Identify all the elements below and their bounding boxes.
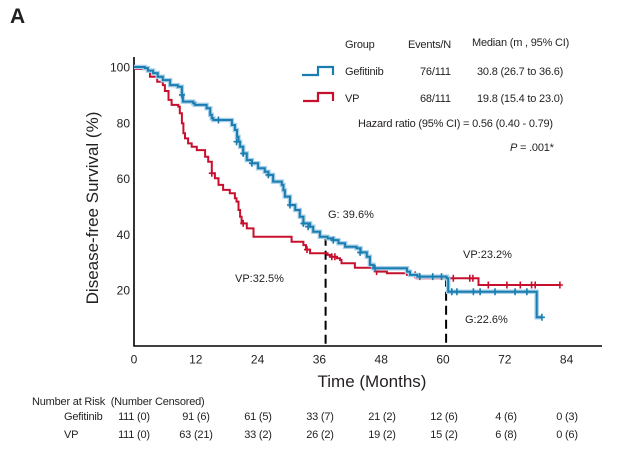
legend-header-events: Events/N	[408, 39, 452, 51]
panel-label: A	[10, 5, 26, 28]
risk-row-label-gefitinib: Gefitinib	[64, 411, 103, 423]
gefitinib-censor-mark	[416, 273, 423, 281]
p-value-number: = .001*	[517, 142, 554, 154]
x-tick-label: 12	[189, 353, 203, 367]
gefitinib-censor-mark	[305, 223, 312, 231]
vp-censor-mark	[208, 169, 215, 177]
gefitinib-censor-mark	[300, 219, 307, 227]
risk-cell: 21 (2)	[368, 411, 396, 423]
gefitinib-censor-mark	[429, 273, 436, 281]
gefitinib-censor-mark	[372, 264, 378, 272]
y-tick-label: 80	[117, 116, 131, 130]
gefitinib-censor-mark	[438, 273, 445, 281]
y-tick-label: 40	[117, 228, 131, 242]
vp-censor-mark	[331, 253, 338, 261]
gefitinib-censor-mark	[248, 159, 255, 167]
x-tick-label: 0	[131, 353, 138, 367]
risk-cell: 19 (2)	[368, 429, 396, 441]
x-tick-label: 84	[560, 353, 574, 367]
gefitinib-censor-mark	[512, 288, 519, 296]
y-tick-label: 60	[117, 172, 131, 186]
gefitinib-censor-mark	[357, 248, 364, 256]
vp-censor-mark	[556, 281, 563, 289]
x-tick-label: 48	[375, 353, 389, 367]
gefitinib-legend-line	[302, 65, 335, 77]
legend-vp-events: 68/111	[420, 93, 451, 105]
y-tick-label: 100	[110, 61, 130, 75]
annotation-gefitinib-36m: G: 39.6%	[328, 209, 374, 221]
tick-labels: 20 40 60 80 100 0 12 24 36 48 60 72 84	[110, 61, 574, 367]
risk-cell: 63 (21)	[179, 429, 213, 441]
vp-censor-mark	[532, 281, 539, 289]
y-tick-label: 20	[117, 284, 131, 298]
hazard-ratio: Hazard ratio (95% CI) = 0.56 (0.40 - 0.7…	[358, 118, 553, 130]
vp-censor-mark	[450, 274, 457, 282]
vp-censor-mark	[485, 281, 492, 289]
gefitinib-censor-mark	[448, 288, 455, 296]
p-value: P = .001*	[510, 142, 554, 155]
legend-vp-label: VP	[345, 93, 360, 105]
risk-cell: 33 (2)	[244, 429, 272, 441]
gefitinib-censor-mark	[538, 313, 545, 321]
gefitinib-censor-mark	[240, 149, 247, 157]
gefitinib-censor-mark	[470, 288, 477, 296]
risk-cell: 15 (2)	[430, 429, 458, 441]
legend-gefitinib-label: Gefitinib	[345, 66, 384, 78]
risk-cell: 4 (6)	[495, 411, 517, 423]
legend-vp-median: 19.8 (15.4 to 23.0)	[477, 93, 564, 105]
vp-censor-mark	[503, 281, 510, 289]
vp-censor-mark	[240, 219, 247, 227]
x-tick-label: 36	[313, 353, 327, 367]
y-axis-title: Disease-free Survival (%)	[83, 112, 102, 305]
risk-cell: 61 (5)	[244, 411, 272, 423]
x-tick-label: 24	[251, 353, 265, 367]
annotation-vp-36m: VP:32.5%	[235, 273, 284, 285]
vp-censor-mark	[517, 281, 524, 289]
gefitinib-censor-mark	[215, 116, 222, 124]
legend-header-group: Group	[345, 39, 375, 51]
vp-censor-mark	[469, 274, 476, 282]
vp-censor-mark	[304, 246, 310, 254]
risk-cell: 0 (3)	[556, 411, 578, 423]
risk-cell: 12 (6)	[430, 411, 458, 423]
risk-row-label-vp: VP	[64, 429, 79, 441]
risk-cell: 33 (7)	[306, 411, 334, 423]
risk-cell: 0 (6)	[556, 429, 578, 441]
legend-gefitinib-median: 30.8 (26.7 to 36.6)	[477, 66, 564, 78]
gefitinib-censor-mark	[492, 288, 498, 296]
gefitinib-censor-mark	[477, 288, 484, 296]
risk-table-title: Number at Risk (Number Censored)	[32, 396, 205, 408]
plot-marks	[134, 64, 563, 346]
annotation-vp-60m: VP:23.2%	[463, 249, 512, 261]
vp-legend-line-icon	[303, 91, 335, 103]
plot-axes	[133, 57, 602, 347]
risk-cell: 26 (2)	[306, 429, 334, 441]
gefitinib-censor-mark	[287, 201, 293, 209]
x-tick-label: 60	[436, 353, 450, 367]
annotation-gefitinib-60m: G:22.6%	[465, 314, 508, 326]
gefitinib-censor-mark	[330, 236, 337, 244]
risk-cell: 111 (0)	[118, 429, 150, 441]
vp-legend-line	[303, 91, 335, 103]
gefitinib-censor-mark	[178, 91, 185, 99]
risk-cell: 6 (8)	[495, 429, 517, 441]
gefitinib-censor-mark	[523, 288, 530, 296]
risk-cell: 111 (0)	[118, 411, 150, 423]
x-axis-title: Time (Months)	[318, 372, 427, 391]
gefitinib-censor-mark	[453, 288, 460, 296]
gefitinib-censor-mark	[233, 138, 240, 146]
vp-curve	[134, 66, 560, 286]
x-tick-label: 72	[498, 353, 512, 367]
gefitinib-censor-mark	[265, 171, 272, 179]
legend-header-median: Median (m , 95% CI)	[472, 37, 570, 49]
p-value-label: P	[510, 142, 518, 154]
gefitinib-legend-line-icon	[302, 65, 335, 77]
risk-cell: 91 (6)	[182, 411, 210, 423]
legend-gefitinib-events: 76/111	[420, 66, 451, 78]
